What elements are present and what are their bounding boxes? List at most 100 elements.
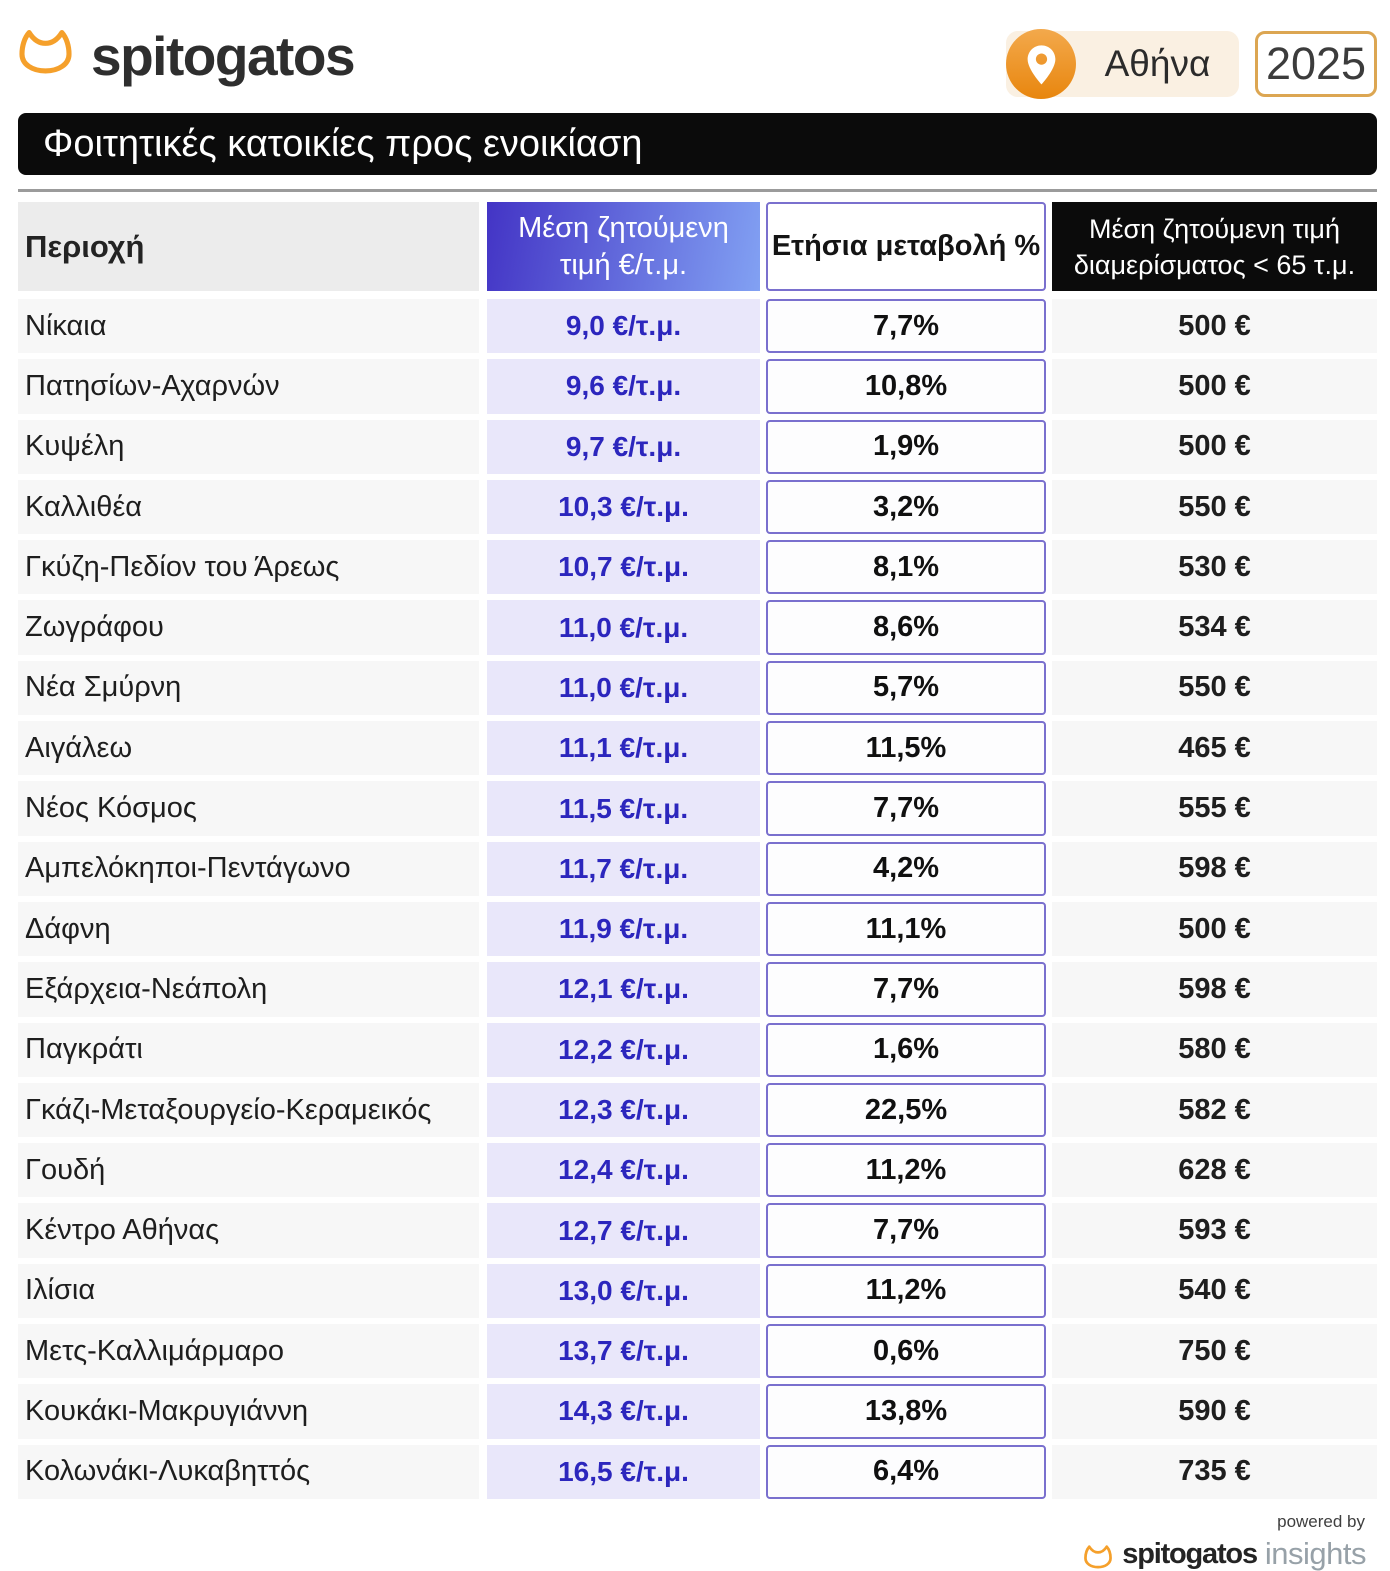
table-row: Αμπελόκηποι-Πεντάγωνο 11,7 €/τ.μ. 4,2% 598 … [0,841,1390,896]
price-per-sqm-cell: 11,9 €/τ.μ. [487,901,760,957]
small-flat-price-cell: 582 € [1052,1082,1377,1138]
annual-change-cell: 11,1% [766,901,1046,957]
area-name-cell: Ιλίσια [18,1263,479,1319]
small-flat-price-cell: 540 € [1052,1263,1377,1319]
annual-change-cell: 5,7% [766,660,1046,716]
annual-change-cell: 1,9% [766,419,1046,474]
price-per-sqm-cell: 10,7 €/τ.μ. [487,540,760,595]
area-name-cell: Κυψέλη [18,419,479,474]
annual-change-cell: 8,6% [766,600,1046,655]
annual-change-cell: 10,8% [766,359,1046,414]
price-per-sqm-cell: 13,0 €/τ.μ. [487,1263,760,1319]
price-per-sqm-cell: 14,3 €/τ.μ. [487,1384,760,1439]
cat-icon [19,30,72,74]
year-label: 2025 [1265,38,1367,89]
table-row: Αιγάλεω 11,1 €/τ.μ. 11,5% 465 € [0,721,1390,776]
area-name-cell: Κολωνάκι-Λυκαβηττός [18,1444,479,1499]
footer-logo: spitogatos insights [1083,1536,1367,1571]
annual-change-cell: 4,2% [766,841,1046,896]
table-row: Ζωγράφου 11,0 €/τ.μ. 8,6% 534 € [0,600,1390,655]
area-name-cell: Ζωγράφου [18,600,479,655]
table-row: Δάφνη 11,9 €/τ.μ. 11,1% 500 € [0,901,1390,957]
price-per-sqm-cell: 9,7 €/τ.μ. [487,419,760,474]
column-header-small-flat: Μέση ζητούμενη τιμή διαμερίσματος < 65 τ… [1052,202,1377,291]
table-header: Περιοχή Μέση ζητούμενη τιμή €/τ.μ. Ετήσι… [0,202,1390,291]
price-per-sqm-cell: 12,1 €/τ.μ. [487,962,760,1017]
table-row: Νέος Κόσμος 11,5 €/τ.μ. 7,7% 555 € [0,781,1390,836]
footer: powered by spitogatos insights [1083,1512,1367,1571]
table-row: Πατησίων-Αχαρνών 9,6 €/τ.μ. 10,8% 500 € [0,359,1390,414]
area-name-cell: Δάφνη [18,901,479,957]
annual-change-cell: 6,4% [766,1444,1046,1499]
area-name-cell: Παγκράτι [18,1022,479,1077]
table-row: Ιλίσια 13,0 €/τ.μ. 11,2% 540 € [0,1263,1390,1319]
annual-change-cell: 11,2% [766,1143,1046,1198]
location-label: Αθήνα [1104,43,1211,84]
annual-change-cell: 22,5% [766,1082,1046,1138]
price-per-sqm-cell: 11,1 €/τ.μ. [487,721,760,776]
spitogatos-logo: spitogatos [0,0,500,110]
footer-cat-icon [1084,1544,1113,1568]
divider-line [18,189,1377,192]
annual-change-cell: 11,5% [766,721,1046,776]
price-per-sqm-cell: 9,0 €/τ.μ. [487,299,760,354]
area-name-cell: Γκύζη-Πεδίον του Άρεως [18,540,479,595]
footer-brand-text: spitogatos [1122,1537,1258,1570]
table-row: Γκύζη-Πεδίον του Άρεως 10,7 €/τ.μ. 8,1% 530… [0,540,1390,595]
table-row: Νέα Σμύρνη 11,0 €/τ.μ. 5,7% 550 € [0,660,1390,716]
small-flat-price-cell: 500 € [1052,359,1377,414]
annual-change-cell: 7,7% [766,781,1046,836]
location-pin-icon [1006,29,1076,99]
price-per-sqm-cell: 10,3 €/τ.μ. [487,479,760,535]
table-row: Γουδή 12,4 €/τ.μ. 11,2% 628 € [0,1143,1390,1198]
price-per-sqm-cell: 12,7 €/τ.μ. [487,1203,760,1258]
price-per-sqm-cell: 12,2 €/τ.μ. [487,1022,760,1077]
area-name-cell: Αμπελόκηποι-Πεντάγωνο [18,841,479,896]
area-name-cell: Κέντρο Αθήνας [18,1203,479,1258]
area-name-cell: Νίκαια [18,299,479,354]
table-row: Κυψέλη 9,7 €/τ.μ. 1,9% 500 € [0,419,1390,474]
price-per-sqm-cell: 12,3 €/τ.μ. [487,1082,760,1138]
location-chip[interactable]: Αθήνα [1006,29,1239,99]
area-name-cell: Εξάρχεια-Νεάπολη [18,962,479,1017]
area-name-cell: Κουκάκι-Μακρυγιάννη [18,1384,479,1439]
small-flat-price-cell: 590 € [1052,1384,1377,1439]
small-flat-price-cell: 735 € [1052,1444,1377,1499]
table-row: Γκάζι-Μεταξουργείο-Κεραμεικός 12,3 €/τ.μ.… [0,1082,1390,1138]
table-row: Εξάρχεια-Νεάπολη 12,1 €/τ.μ. 7,7% 598 € [0,962,1390,1017]
column-header-small-flat-line2: διαμερίσματος < 65 τ.μ. [1073,249,1356,280]
column-header-price-line1: Μέση ζητούμενη [518,211,729,244]
price-per-sqm-cell: 11,0 €/τ.μ. [487,660,760,716]
column-header-price: Μέση ζητούμενη τιμή €/τ.μ. [487,202,760,291]
area-name-cell: Καλλιθέα [18,479,479,535]
table-body: Νίκαια 9,0 €/τ.μ. 7,7% 500 € Πατησίων-Αχαρνώ… [0,299,1390,1505]
area-name-cell: Γκάζι-Μεταξουργείο-Κεραμεικός [18,1082,479,1138]
small-flat-price-cell: 593 € [1052,1203,1377,1258]
small-flat-price-cell: 580 € [1052,1022,1377,1077]
area-name-cell: Γουδή [18,1143,479,1198]
footer-insights-text: insights [1264,1536,1367,1571]
area-name-cell: Νέος Κόσμος [18,781,479,836]
table-row: Κουκάκι-Μακρυγιάννη 14,3 €/τ.μ. 13,8% 590 € [0,1384,1390,1439]
price-per-sqm-cell: 11,5 €/τ.μ. [487,781,760,836]
annual-change-cell: 11,2% [766,1263,1046,1319]
annual-change-cell: 3,2% [766,479,1046,535]
table-row: Παγκράτι 12,2 €/τ.μ. 1,6% 580 € [0,1022,1390,1077]
price-per-sqm-cell: 11,0 €/τ.μ. [487,600,760,655]
table-row: Μετς-Καλλιμάρμαρο 13,7 €/τ.μ. 0,6% 750 € [0,1324,1390,1379]
price-per-sqm-cell: 11,7 €/τ.μ. [487,841,760,896]
year-selector[interactable]: 2025 [1255,31,1377,97]
column-header-change: Ετήσια μεταβολή % [766,202,1046,291]
annual-change-cell: 7,7% [766,962,1046,1017]
small-flat-price-cell: 500 € [1052,419,1377,474]
price-per-sqm-cell: 16,5 €/τ.μ. [487,1444,760,1499]
small-flat-price-cell: 550 € [1052,660,1377,716]
annual-change-cell: 7,7% [766,299,1046,354]
table-row: Καλλιθέα 10,3 €/τ.μ. 3,2% 550 € [0,479,1390,535]
small-flat-price-cell: 500 € [1052,901,1377,957]
small-flat-price-cell: 530 € [1052,540,1377,595]
area-name-cell: Νέα Σμύρνη [18,660,479,716]
table-row: Νίκαια 9,0 €/τ.μ. 7,7% 500 € [0,299,1390,354]
small-flat-price-cell: 500 € [1052,299,1377,354]
